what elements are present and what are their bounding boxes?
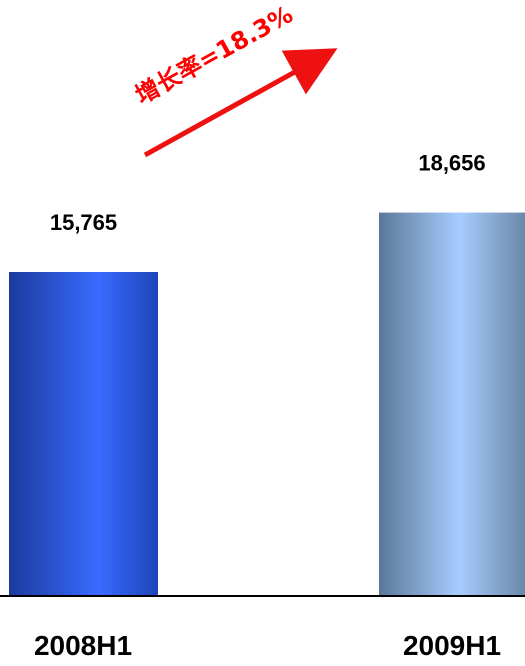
bar-2009h1 [379,212,525,596]
growth-rate-annotation: 增长率=18.3% [131,0,298,110]
bar-2008h1 [9,272,158,596]
value-label-2009h1: 18,656 [418,151,485,176]
category-label-2009h1: 2009H1 [403,630,501,661]
category-label-2008h1: 2008H1 [34,630,132,661]
value-label-2008h1: 15,765 [50,210,117,235]
growth-arrow [143,48,338,158]
